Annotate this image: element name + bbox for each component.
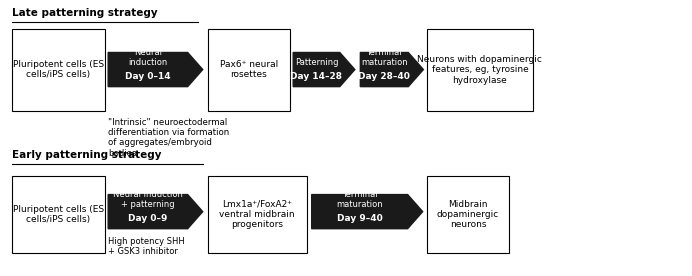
Text: Pluripotent cells (ES
cells/iPS cells): Pluripotent cells (ES cells/iPS cells) <box>13 60 104 79</box>
Text: Day 9–40: Day 9–40 <box>337 214 383 223</box>
Text: Terminal
maturation: Terminal maturation <box>361 48 408 67</box>
Text: Early patterning strategy: Early patterning strategy <box>12 150 162 160</box>
Text: Day 0–14: Day 0–14 <box>125 72 171 81</box>
FancyBboxPatch shape <box>427 176 509 253</box>
Text: Late patterning strategy: Late patterning strategy <box>12 8 158 18</box>
Text: High potency SHH
+ GSK3 inhibitor: High potency SHH + GSK3 inhibitor <box>108 237 185 256</box>
Text: Patterning: Patterning <box>295 58 338 67</box>
Polygon shape <box>361 52 424 87</box>
Text: Midbrain
dopaminergic
neurons: Midbrain dopaminergic neurons <box>437 200 499 229</box>
FancyBboxPatch shape <box>208 29 290 111</box>
Text: Terminal
maturation: Terminal maturation <box>336 190 383 209</box>
FancyBboxPatch shape <box>12 29 104 111</box>
Text: Day 28–40: Day 28–40 <box>358 72 410 81</box>
Polygon shape <box>311 195 423 229</box>
Text: Day 14–28: Day 14–28 <box>291 72 343 81</box>
Text: Neurons with dopaminergic
features, eg, tyrosine
hydroxylase: Neurons with dopaminergic features, eg, … <box>417 55 543 85</box>
Text: Pluripotent cells (ES
cells/iPS cells): Pluripotent cells (ES cells/iPS cells) <box>13 205 104 224</box>
Text: "Intrinsic" neuroectodermal
differentiation via formation
of aggregates/embryoid: "Intrinsic" neuroectodermal differentiat… <box>108 118 230 158</box>
Text: Pax6⁺ neural
rosettes: Pax6⁺ neural rosettes <box>219 60 277 79</box>
Polygon shape <box>293 52 355 87</box>
Text: Lmx1a⁺/FoxA2⁺
ventral midbrain
progenitors: Lmx1a⁺/FoxA2⁺ ventral midbrain progenito… <box>219 200 295 229</box>
Polygon shape <box>108 195 203 229</box>
Text: Neural induction
+ patterning: Neural induction + patterning <box>113 190 183 209</box>
Text: Neural
induction: Neural induction <box>128 48 167 67</box>
FancyBboxPatch shape <box>12 176 104 253</box>
Text: Day 0–9: Day 0–9 <box>128 214 167 223</box>
FancyBboxPatch shape <box>427 29 533 111</box>
FancyBboxPatch shape <box>208 176 307 253</box>
Polygon shape <box>108 52 203 87</box>
